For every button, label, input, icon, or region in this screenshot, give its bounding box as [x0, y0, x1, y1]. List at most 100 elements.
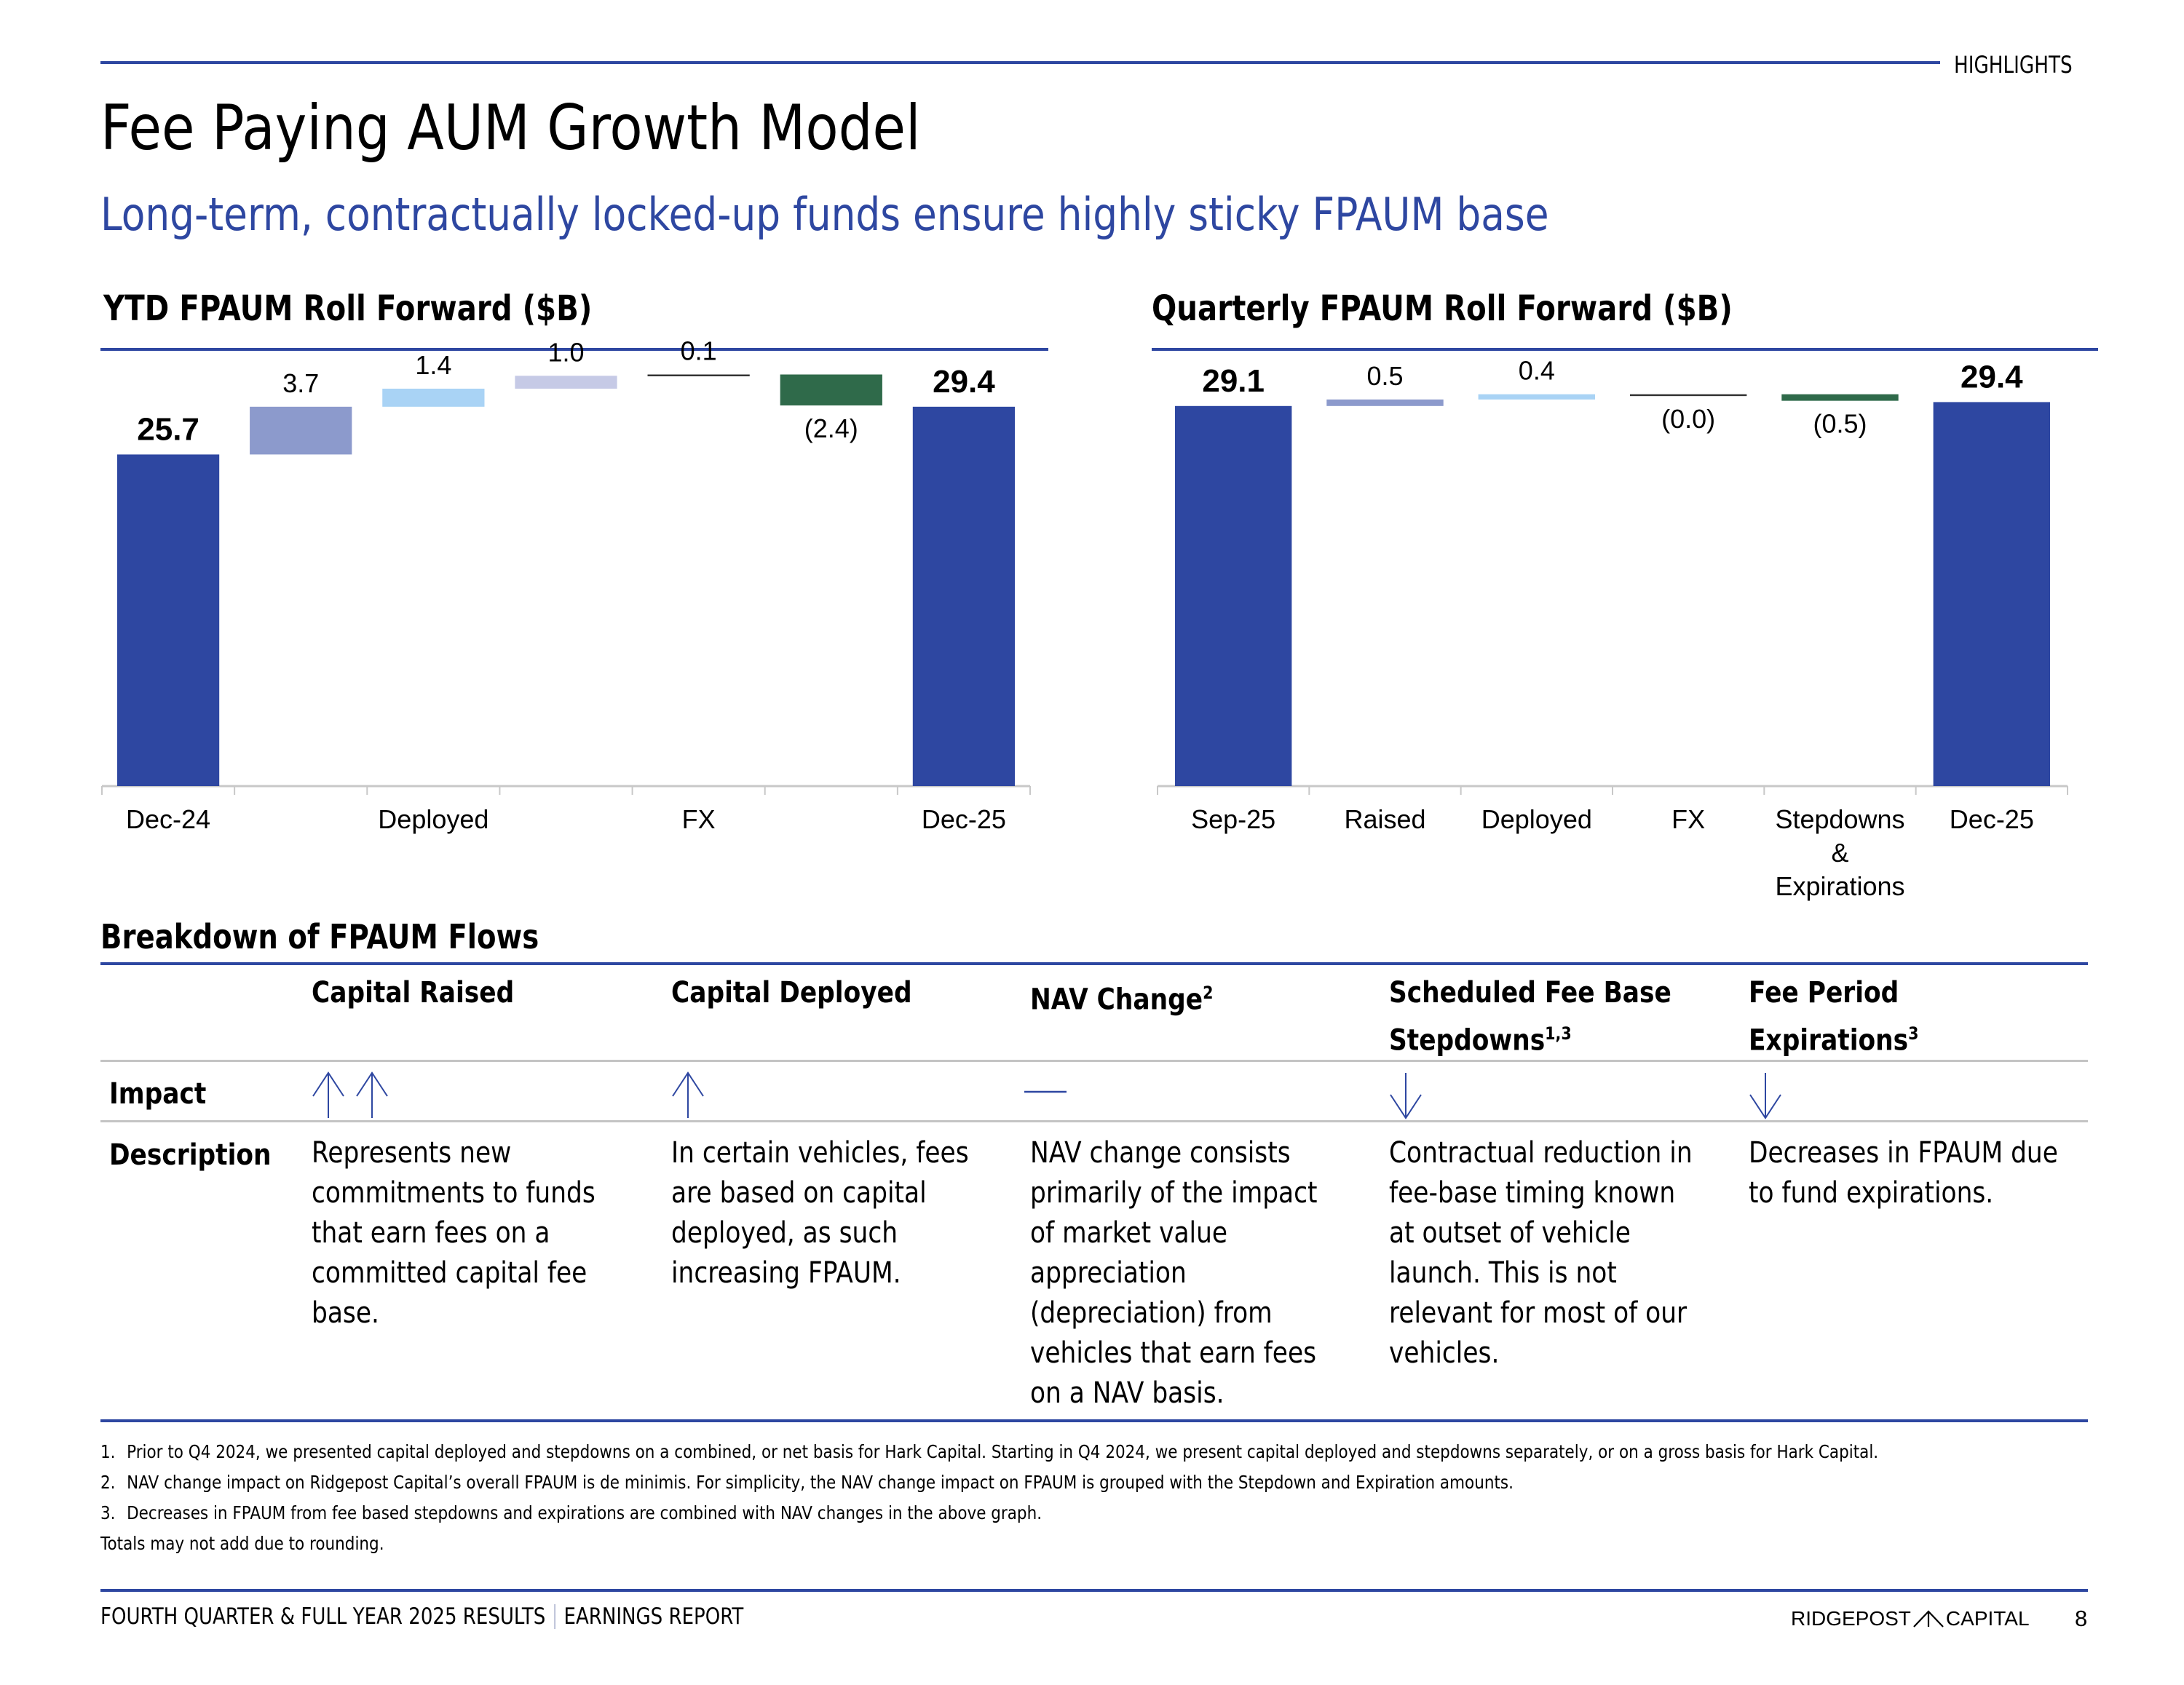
description-line: on a NAV basis. [1030, 1376, 1224, 1410]
section-tag: HIGHLIGHTS [1954, 51, 2073, 79]
column-heading-text: Fee Period [1749, 976, 1899, 1010]
data-label: (2.4) [804, 413, 858, 443]
column-description: Decreases in FPAUM due to fund expiration… [1749, 1133, 2058, 1213]
column-heading-line: Capital Raised [312, 972, 514, 1013]
footnote-2: 2. NAV change impact on Ridgepost Capita… [100, 1470, 2092, 1494]
x-tick-label-line: Dec-25 [922, 804, 1006, 834]
description-line: launch. This is not [1389, 1256, 1617, 1290]
quarterly-waterfall-chart: 29.1 Sep-25 0.5 Raised 0.4 Deployed (0.0) FX (0.… [1157, 356, 2068, 901]
data-label: 29.4 [933, 364, 995, 400]
x-tick-label-line: Sep-25 [1191, 804, 1275, 834]
description-line: relevant for most of our [1389, 1296, 1688, 1330]
bar-sep-25 [1174, 405, 1292, 786]
x-tick-label-line: FX [682, 804, 716, 834]
page-subtitle: Long-term, contractually locked-up funds… [100, 188, 1549, 241]
footnote-1: 1. Prior to Q4 2024, we presented capita… [100, 1440, 2092, 1464]
column-heading-line: Stepdowns1,3 [1389, 1013, 1671, 1060]
description-line: committed capital fee [312, 1256, 587, 1290]
column-heading: Capital Raised [312, 972, 514, 1013]
data-label: 1.0 [547, 337, 584, 367]
ytd-chart-title: YTD FPAUM Roll Forward ($B) [103, 288, 593, 329]
x-tick-label: Deployed [1481, 804, 1592, 834]
data-label: 1.4 [415, 350, 451, 380]
row-label-description: Description [109, 1138, 272, 1172]
footnote-3: 3. Decreases in FPAUM from fee based ste… [100, 1501, 2092, 1525]
x-tick-label: Deployed [378, 804, 488, 834]
footnote-totals: Totals may not add due to rounding. [100, 1533, 384, 1554]
description-line: increasing FPAUM. [671, 1256, 901, 1290]
x-tick-label: Sep-25 [1191, 804, 1275, 834]
description-line: are based on capital [671, 1176, 927, 1210]
brand-name-right: CAPITAL [1945, 1607, 2030, 1630]
x-tick-label: Dec-25 [922, 804, 1006, 834]
x-tick-label: FX [682, 804, 716, 834]
x-tick-label: Dec-24 [126, 804, 210, 834]
bar-fx [1629, 394, 1747, 397]
header-rule [100, 61, 1940, 64]
column-heading-line: NAV Change2 [1030, 972, 1213, 1020]
footer-report-info: FOURTH QUARTER & FULL YEAR 2025 RESULTS … [100, 1603, 743, 1630]
footer-report-type: EARNINGS REPORT [563, 1603, 744, 1630]
bar-raised [1326, 399, 1444, 406]
description-line: vehicles that earn fees [1030, 1336, 1317, 1370]
data-label: (0.5) [1813, 409, 1867, 439]
bar-dec-25 [1933, 402, 2051, 786]
page-title: Fee Paying AUM Growth Model [100, 92, 921, 164]
description-line: that earn fees on a [312, 1216, 550, 1250]
data-label: 0.1 [681, 336, 717, 366]
footnote-number: 1. [100, 1441, 116, 1462]
data-label: 29.4 [1961, 359, 2023, 395]
footer-rule [100, 1589, 2088, 1592]
x-tick-label-line: Dec-24 [126, 804, 210, 834]
x-tick-label-line: Raised [1344, 804, 1425, 834]
brand-name-left: RIDGEPOST [1791, 1607, 1911, 1630]
description-line: deployed, as such [671, 1216, 898, 1250]
column-heading: Fee Period Expirations3 [1749, 972, 1918, 1060]
bar-deployed [382, 389, 485, 407]
description-line: at outset of vehicle [1389, 1216, 1631, 1250]
footnote-text: Decreases in FPAUM from fee based stepdo… [127, 1502, 1042, 1523]
down-arrow-icon [1740, 1070, 1791, 1125]
bar-raised [250, 406, 352, 455]
quarterly-chart-title: Quarterly FPAUM Roll Forward ($B) [1152, 288, 1733, 329]
data-label: (0.0) [1661, 404, 1715, 434]
description-line: to fund expirations. [1749, 1176, 1994, 1210]
ytd-chart-rule [100, 348, 1048, 351]
x-tick-label-line: & [1831, 838, 1848, 868]
breakdown-rule-header [100, 1060, 2088, 1062]
x-tick-label-line: Deployed [1481, 804, 1592, 834]
description-line: (depreciation) from [1030, 1296, 1273, 1330]
breakdown-rule-impact [100, 1120, 2088, 1122]
quarterly-chart-rule [1152, 348, 2098, 351]
description-line: NAV change consists [1030, 1136, 1291, 1170]
description-line: vehicles. [1389, 1336, 1500, 1370]
x-tick-label-line: Dec-25 [1950, 804, 2034, 834]
x-tick-label-line: Deployed [378, 804, 488, 834]
description-line: Represents new [312, 1136, 512, 1170]
x-tick-label: Raised [1344, 804, 1425, 834]
column-heading-line: Fee Period [1749, 972, 1918, 1013]
bar-nav-change [515, 376, 617, 389]
column-heading-text: NAV Change [1030, 983, 1203, 1017]
neutral-dash-icon [1021, 1070, 1072, 1125]
data-label: 0.4 [1519, 356, 1555, 386]
x-tick-label: Stepdowns & Expirations [1775, 804, 1904, 901]
column-description: NAV change consists primarily of the impa… [1030, 1133, 1318, 1414]
column-heading-text: Expirations [1749, 1023, 1909, 1058]
description-line: base. [312, 1296, 379, 1330]
x-tick-label: FX [1671, 804, 1705, 834]
column-heading-line: Scheduled Fee Base [1389, 972, 1671, 1013]
breakdown-rule-bottom [100, 1419, 2088, 1422]
column-heading: Scheduled Fee Base Stepdowns1,3 [1389, 972, 1671, 1060]
x-tick-label-line: Expirations [1775, 871, 1904, 901]
footnote-text: Prior to Q4 2024, we presented capital d… [127, 1441, 1879, 1462]
breakdown-title: Breakdown of FPAUM Flows [100, 917, 539, 956]
description-line: Contractual reduction in [1389, 1136, 1693, 1170]
data-label: 3.7 [282, 368, 319, 398]
column-heading-text: Stepdowns [1389, 1023, 1546, 1058]
description-line: In certain vehicles, fees [671, 1136, 969, 1170]
description-line: commitments to funds [312, 1176, 596, 1210]
bar-deployed [1478, 394, 1596, 400]
column-heading: Capital Deployed [671, 972, 912, 1013]
column-description: In certain vehicles, fees are based on ca… [671, 1133, 969, 1293]
